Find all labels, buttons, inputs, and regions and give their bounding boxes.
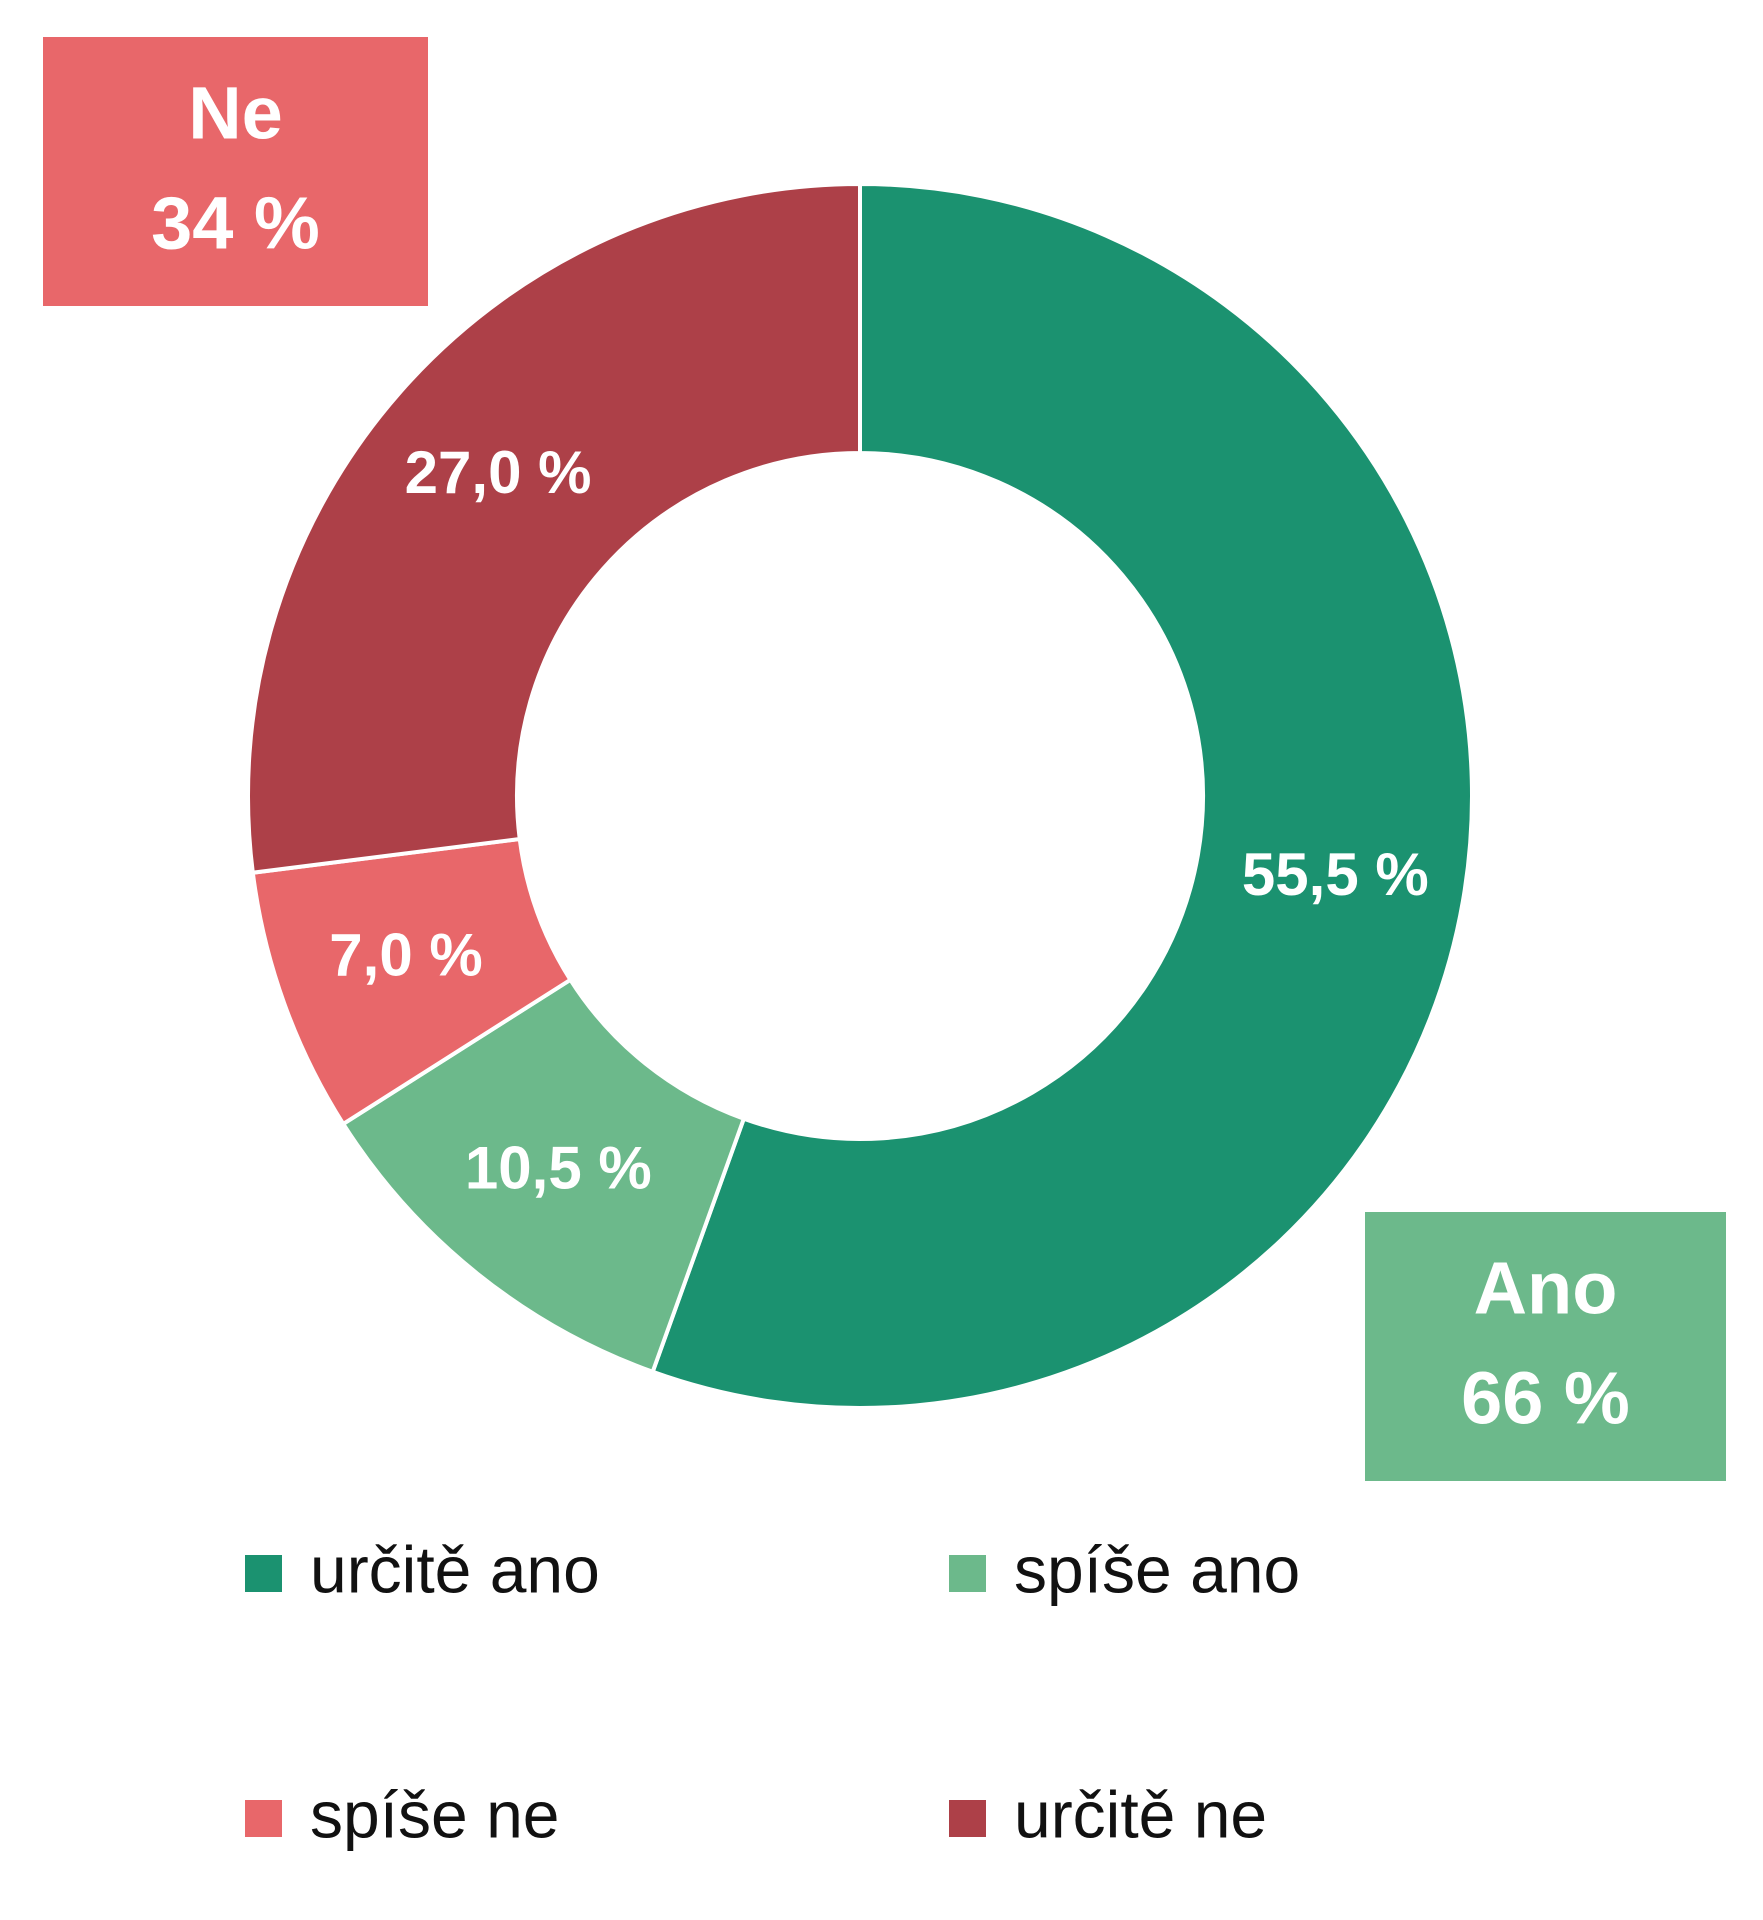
annotation-value: 34 % xyxy=(151,182,320,265)
legend-swatch xyxy=(245,1555,282,1592)
data-label: 10,5 % xyxy=(465,1134,652,1201)
annotation-box xyxy=(1365,1212,1726,1481)
donut-segment xyxy=(650,181,1474,1410)
data-label: 27,0 % xyxy=(405,439,592,506)
legend-label: spíše ano xyxy=(1014,1532,1300,1606)
donut-segment xyxy=(246,181,862,875)
legend-swatch xyxy=(949,1555,986,1592)
legend-swatch xyxy=(245,1800,282,1837)
data-label: 55,5 % xyxy=(1242,841,1429,908)
annotation-box xyxy=(43,37,428,306)
annotation-value: 66 % xyxy=(1461,1357,1630,1440)
donut-segment xyxy=(340,977,747,1375)
legend-label: určitě ne xyxy=(1014,1777,1267,1851)
legend-label: určitě ano xyxy=(310,1532,600,1606)
legend-label: spíše ne xyxy=(310,1777,560,1851)
annotation-title: Ano xyxy=(1474,1247,1618,1330)
data-label: 7,0 % xyxy=(329,921,482,988)
annotation-title: Ne xyxy=(188,72,283,155)
legend-swatch xyxy=(949,1800,986,1837)
